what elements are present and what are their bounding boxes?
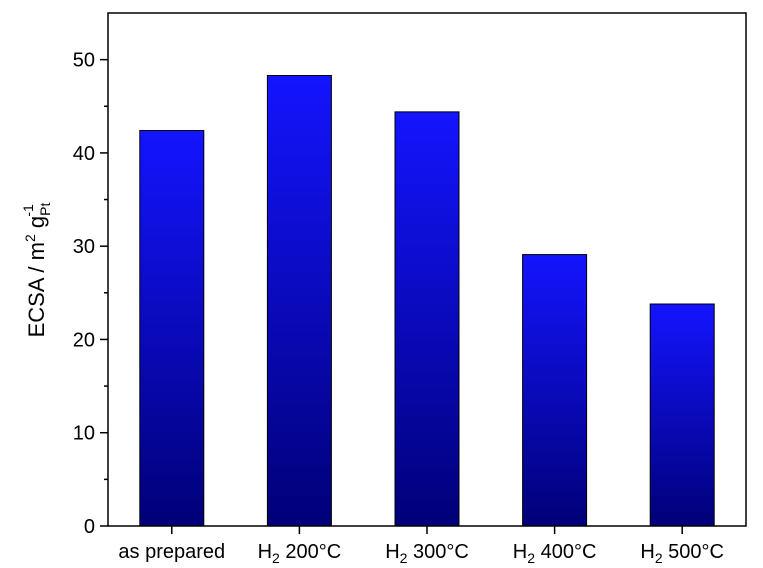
- y-tick-label: 0: [84, 516, 95, 538]
- x-tick-label: H2 500°C: [640, 541, 724, 566]
- x-tick-label: H2 200°C: [258, 541, 342, 566]
- x-tick-label: as prepared: [118, 541, 225, 563]
- y-tick-label: 10: [73, 423, 95, 445]
- bar: [139, 130, 205, 527]
- bar: [266, 74, 332, 527]
- x-tick-label: H2 300°C: [385, 541, 469, 566]
- y-axis: 0 10 20 30 40 50: [73, 50, 108, 538]
- y-tick-label: 40: [73, 143, 95, 165]
- bar: [522, 254, 588, 527]
- x-axis: as prepared H2 200°C H2 300°C H2 400°C H2 50…: [118, 526, 724, 566]
- y-tick-label: 50: [73, 50, 95, 72]
- y-tick-label: 20: [73, 329, 95, 351]
- y-axis-title: ECSA / m2 gPt-1: [20, 203, 53, 338]
- x-tick-label: H2 400°C: [513, 541, 597, 566]
- bar: [394, 111, 460, 527]
- bars-group: [139, 74, 715, 527]
- y-tick-label: 30: [73, 236, 95, 258]
- bar: [649, 303, 715, 527]
